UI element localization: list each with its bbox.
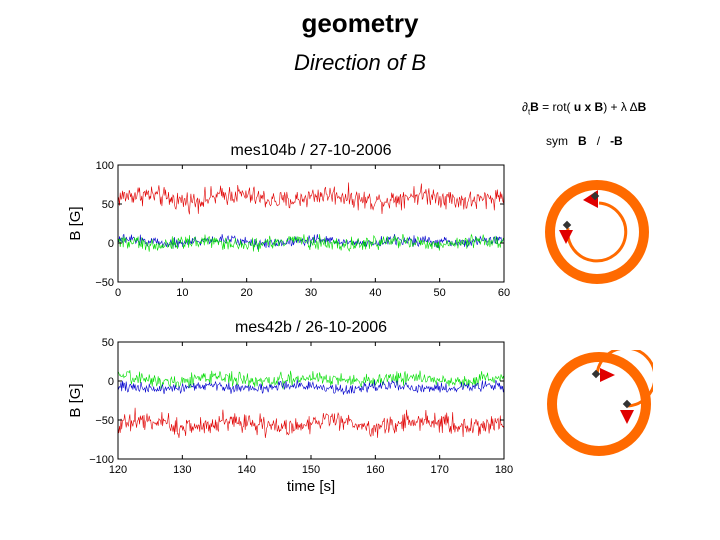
y-tick-label: −50 [95, 415, 114, 427]
series-line [117, 233, 505, 250]
eq-close: ) + λ Δ [603, 100, 638, 114]
plot-area [118, 165, 504, 282]
x-tick-label: 160 [366, 464, 384, 476]
arrow-head-left [559, 230, 573, 244]
orientation-diagram-upper [545, 180, 649, 284]
inner-arc [595, 350, 653, 408]
x-tick-label: 10 [176, 287, 188, 299]
sym-sep: / [596, 134, 601, 148]
marker-left [562, 220, 572, 230]
eq-x: x [581, 100, 595, 114]
x-tick-label: 50 [434, 287, 446, 299]
sym-b: B [578, 134, 587, 148]
sym-neg-b: -B [610, 134, 623, 148]
eq-sub: t [527, 107, 531, 117]
y-tick-label: 0 [108, 376, 114, 388]
chart-mes42b: mes42b / 26-10-2006 120 130 140 150 160 170 180… [67, 319, 513, 495]
chart-title: mes42b / 26-10-2006 [235, 319, 387, 336]
x-tick-label: 0 [115, 287, 121, 299]
eq-b: B [530, 100, 539, 114]
x-tick-label: 130 [173, 464, 191, 476]
symmetry-label: sym B / -B [546, 134, 623, 148]
orientation-diagram-lower [547, 350, 653, 456]
x-axis-label: time [s] [287, 478, 335, 495]
series-line [117, 182, 505, 215]
sym-word: sym [546, 134, 568, 148]
x-tick-label: 60 [498, 287, 510, 299]
y-tick-label: −100 [89, 454, 114, 466]
inner-arc [566, 201, 628, 263]
eq-u: u [573, 100, 582, 114]
x-tick-label: 20 [241, 287, 253, 299]
page-title: geometry [301, 8, 419, 38]
y-axis-label: B [G] [67, 206, 84, 240]
x-tick-label: 150 [302, 464, 320, 476]
y-axis-label: B [G] [67, 383, 84, 417]
outer-ring [545, 180, 649, 284]
y-tick-label: 50 [102, 199, 114, 211]
plot-area [118, 342, 504, 459]
x-tick-label: 120 [109, 464, 127, 476]
page-subtitle: Direction of B [293, 50, 427, 75]
chart-title: mes104b / 27-10-2006 [231, 142, 392, 159]
y-tick-label: 100 [96, 160, 114, 172]
outer-ring [547, 352, 651, 456]
x-tick-label: 170 [430, 464, 448, 476]
x-tick-label: 30 [305, 287, 317, 299]
series-line [117, 379, 505, 395]
arrow-head-right [620, 410, 634, 424]
x-tick-label: 40 [369, 287, 381, 299]
eq-b2: B [594, 100, 604, 114]
y-tick-label: −50 [95, 277, 114, 289]
series-line [117, 370, 505, 390]
x-tick-label: 140 [237, 464, 255, 476]
y-tick-label: 50 [102, 337, 114, 349]
eq-b3: B [637, 100, 647, 114]
arrow-head-top [600, 368, 615, 382]
induction-equation: ∂tB = rot( u x B) + λ ΔB [522, 100, 646, 116]
eq-partial: ∂ [522, 100, 528, 114]
x-tick-label: 180 [495, 464, 513, 476]
series-line [117, 233, 505, 253]
series-line [117, 407, 505, 438]
eq-rot: = rot( [538, 100, 574, 114]
y-tick-label: 0 [108, 238, 114, 250]
